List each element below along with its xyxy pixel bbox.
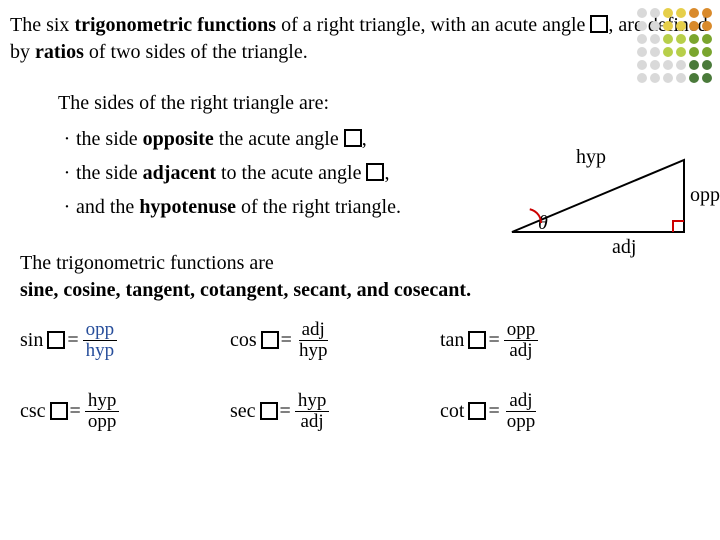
func-tan: tan =oppadj: [440, 320, 650, 361]
theta-box-icon: [366, 163, 384, 181]
label-opp: opp: [690, 184, 720, 207]
dot-icon: [702, 21, 712, 31]
bullet-icon: ·: [58, 192, 76, 222]
dot-icon: [689, 73, 699, 83]
equals: =: [67, 329, 78, 352]
denominator: hyp: [83, 341, 118, 361]
theta-box-icon: [468, 402, 486, 420]
numerator: opp: [83, 320, 118, 341]
sides-heading: The sides of the right triangle are:: [58, 88, 710, 118]
equals: =: [70, 400, 81, 423]
numerator: adj: [299, 320, 328, 341]
dot-icon: [702, 8, 712, 18]
numerator: adj: [506, 391, 535, 412]
theta-box-icon: [50, 402, 68, 420]
corner-dot-grid: [637, 8, 712, 83]
bullet-icon: ·: [58, 124, 76, 154]
dot-icon: [637, 34, 647, 44]
theta-box-icon: [261, 331, 279, 349]
equals: =: [488, 400, 499, 423]
func-name: sin: [20, 329, 43, 352]
bullet-icon: ·: [58, 158, 76, 188]
theta-box-icon: [47, 331, 65, 349]
triangle-svg: [504, 150, 714, 260]
denominator: opp: [85, 412, 120, 432]
numerator: hyp: [85, 391, 120, 412]
denominator: hyp: [296, 341, 331, 361]
dot-icon: [676, 34, 686, 44]
equals: =: [488, 329, 499, 352]
denominator: opp: [504, 412, 539, 432]
fraction: hypadj: [295, 391, 330, 432]
dot-icon: [663, 34, 673, 44]
func-cos: cos=adjhyp: [230, 320, 440, 361]
dot-icon: [676, 73, 686, 83]
func-name: csc: [20, 400, 46, 423]
dot-icon: [650, 73, 660, 83]
intro-b: trigonometric functions: [74, 14, 276, 36]
dot-icon: [637, 47, 647, 57]
dot-icon: [702, 34, 712, 44]
dot-icon: [689, 60, 699, 70]
dot-icon: [702, 60, 712, 70]
numerator: hyp: [295, 391, 330, 412]
dot-icon: [689, 47, 699, 57]
fraction: opphyp: [83, 320, 118, 361]
equals: =: [280, 400, 291, 423]
fraction: oppadj: [504, 320, 539, 361]
dot-icon: [650, 8, 660, 18]
intro-a: The six: [10, 14, 74, 36]
dot-icon: [689, 34, 699, 44]
func-sin: sin =opphyp: [20, 320, 230, 361]
equals: =: [281, 329, 292, 352]
denominator: adj: [506, 341, 535, 361]
dot-icon: [689, 21, 699, 31]
dot-icon: [663, 8, 673, 18]
dot-icon: [663, 60, 673, 70]
dot-icon: [676, 8, 686, 18]
denominator: adj: [297, 412, 326, 432]
fraction: hypopp: [85, 391, 120, 432]
right-angle-icon: [672, 220, 684, 232]
right-triangle-diagram: hyp opp adj θ: [504, 150, 714, 260]
func-name: tan: [440, 329, 464, 352]
dot-icon: [663, 47, 673, 57]
dot-icon: [637, 60, 647, 70]
dot-icon: [663, 21, 673, 31]
func-cot: cot=adjopp: [440, 391, 650, 432]
dot-icon: [650, 34, 660, 44]
func-csc: csc =hypopp: [20, 391, 230, 432]
fraction: adjhyp: [296, 320, 331, 361]
dot-icon: [637, 21, 647, 31]
dot-icon: [637, 73, 647, 83]
dot-icon: [689, 8, 699, 18]
theta-box-icon: [344, 129, 362, 147]
label-adj: adj: [612, 236, 636, 259]
func-name: cos: [230, 329, 257, 352]
func-sec: sec =hypadj: [230, 391, 440, 432]
label-hyp: hyp: [576, 146, 606, 169]
dot-icon: [702, 47, 712, 57]
theta-box-icon: [260, 402, 278, 420]
numerator: opp: [504, 320, 539, 341]
func-name: cot: [440, 400, 464, 423]
intro-c: of a right triangle, with an acute angle: [276, 14, 590, 36]
dot-icon: [650, 47, 660, 57]
dot-icon: [650, 60, 660, 70]
intro-text: The six trigonometric functions of a rig…: [10, 12, 710, 66]
fraction: adjopp: [504, 391, 539, 432]
dot-icon: [637, 8, 647, 18]
dot-icon: [676, 60, 686, 70]
dot-icon: [702, 73, 712, 83]
intro-f: of two sides of the triangle.: [84, 41, 308, 63]
dot-icon: [676, 47, 686, 57]
funclist-names: sine, cosine, tangent, cotangent, secant…: [20, 277, 710, 304]
theta-box-icon: [590, 15, 608, 33]
dot-icon: [676, 21, 686, 31]
dot-icon: [650, 21, 660, 31]
dot-icon: [663, 73, 673, 83]
theta-box-icon: [468, 331, 486, 349]
intro-e: ratios: [35, 41, 84, 63]
func-name: sec: [230, 400, 256, 423]
